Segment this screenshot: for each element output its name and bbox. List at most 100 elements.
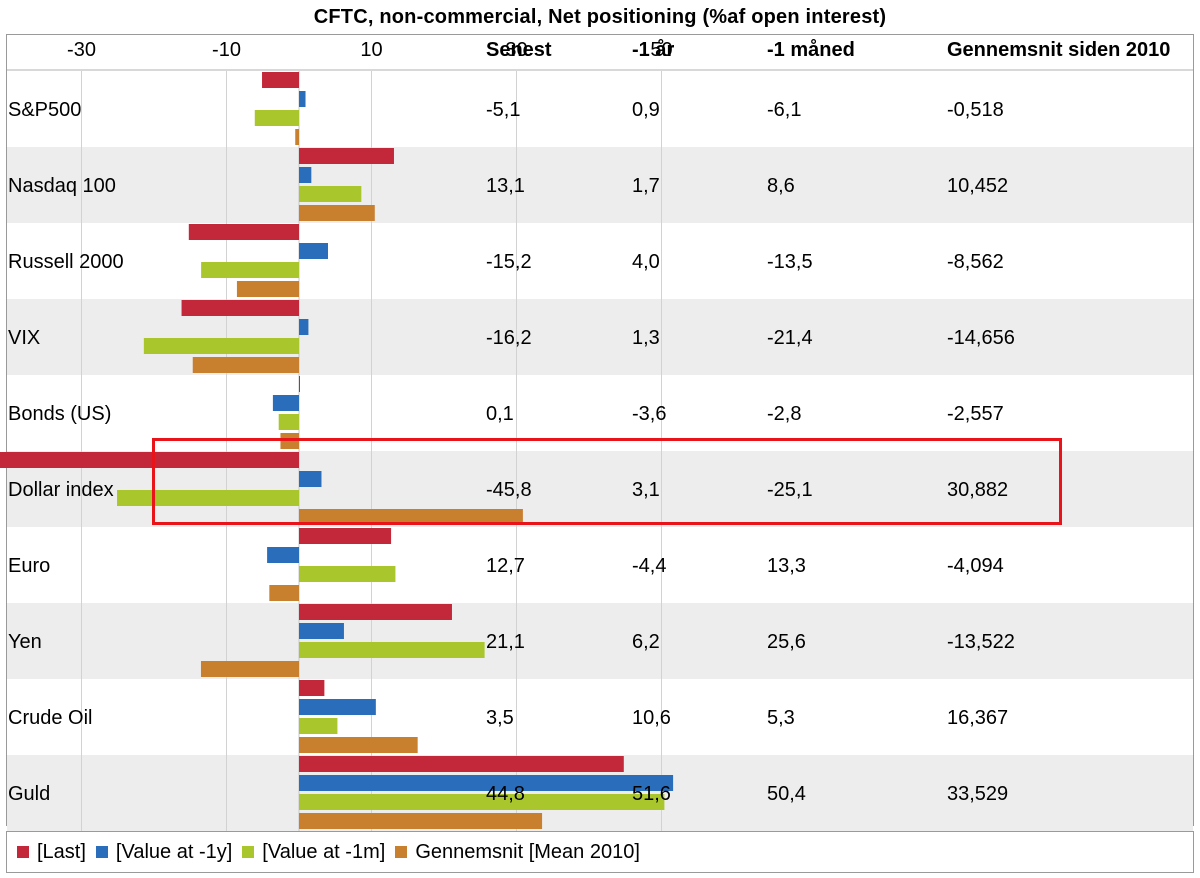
table-cell: 16,367 [947,707,1008,729]
table-cell: 4,0 [632,251,660,273]
row-background [7,147,1193,223]
bar [299,167,312,183]
bar [299,528,392,544]
table-cell: 3,1 [632,479,660,501]
table-cell: 50,4 [767,783,806,805]
bar [299,756,624,772]
table-cell: 21,1 [486,631,525,653]
bar [299,794,665,810]
table-cell: 44,8 [486,783,525,805]
bar [278,414,299,430]
legend-label: [Last] [37,840,86,863]
chart-title: CFTC, non-commercial, Net positioning (%… [313,6,887,28]
category-label: Crude Oil [8,707,92,729]
table-cell: 8,6 [767,175,795,197]
table-cell: -21,4 [767,327,813,349]
table-cell: 30,882 [947,479,1008,501]
table-cell: 25,6 [767,631,806,653]
category-label: Euro [8,555,50,577]
category-label: Yen [8,631,42,653]
table-cell: 51,6 [632,783,671,805]
bar [299,737,418,753]
x-tick-label: 30 [505,39,527,61]
bar [299,813,543,829]
row-background [7,603,1193,679]
bar [299,604,452,620]
bar [299,148,394,164]
legend-swatch [395,846,408,858]
legend-swatch [95,846,108,858]
table-cell: -25,1 [767,479,813,501]
table-cell: 10,6 [632,707,671,729]
bar [272,395,299,411]
column-header: Senest [486,39,552,61]
table-cell: -6,1 [767,99,801,121]
column-header: -1 år [632,38,674,61]
table-cell: 0,1 [486,403,514,425]
legend-swatch [17,846,29,858]
table-cell: 33,529 [947,783,1008,805]
legend-label: [Value at -1m] [262,840,386,863]
table-cell: 13,1 [486,175,525,197]
table-cell: 3,5 [486,707,514,729]
bar [299,718,338,734]
bar [299,376,300,392]
table-cell: 0,9 [632,99,660,121]
legend-label: [Value at -1y] [115,840,233,863]
bar [299,509,523,525]
legend-item: [Value at -1m] [242,841,385,864]
bar [267,547,299,563]
legend-swatch [242,846,255,858]
bar [299,699,376,715]
bar [299,205,375,221]
bar [299,680,325,696]
bar [143,338,299,354]
x-tick-label: -10 [212,39,241,61]
bar [117,490,300,506]
table-cell: -4,094 [947,555,1004,577]
table-cell: 6,2 [632,631,660,653]
legend-label: Gennemsnit [Mean 2010] [415,840,640,863]
table-cell: -15,2 [486,251,532,273]
highlight-box-dollar-index [152,438,1062,525]
table-cell: -13,5 [767,251,813,273]
table-cell: -8,562 [947,251,1004,273]
column-header: Gennemsnit siden 2010 [947,39,1170,61]
table-cell: -5,1 [486,99,520,121]
legend-item: Gennemsnit [Mean 2010] [395,841,640,864]
category-label: Guld [8,783,50,805]
bar [269,585,299,601]
table-cell: -0,518 [947,99,1004,121]
table-cell: -45,8 [486,479,532,501]
bar [299,775,674,791]
column-header: -1 måned [767,38,855,61]
chart-legend: [Last] [Value at -1y] [Value at -1m] Gennem… [6,831,1194,873]
x-tick-label: 50 [650,39,672,61]
table-cell: -4,4 [632,555,666,577]
bar [299,642,485,658]
table-cell: -2,8 [767,403,801,425]
bar [295,129,299,145]
table-cell: 10,452 [947,175,1008,197]
bar [192,357,299,373]
bar [299,186,362,202]
table-cell: -16,2 [486,327,532,349]
bar [0,452,299,468]
category-label: Nasdaq 100 [8,175,116,197]
bar [254,110,299,126]
table-cell: 1,7 [632,175,660,197]
x-tick-label: 10 [360,39,382,61]
table-cell: 5,3 [767,707,795,729]
category-label: S&P500 [8,99,81,121]
x-tick-label: -30 [67,39,96,61]
bar [200,661,299,677]
table-cell: -3,6 [632,403,666,425]
legend-item: [Last] [17,841,86,864]
category-label: VIX [8,327,40,349]
table-cell: -13,522 [947,631,1015,653]
bar [299,319,309,335]
category-label: Dollar index [8,479,114,501]
bar [201,262,299,278]
bar [299,243,328,259]
category-label: Bonds (US) [8,403,111,425]
